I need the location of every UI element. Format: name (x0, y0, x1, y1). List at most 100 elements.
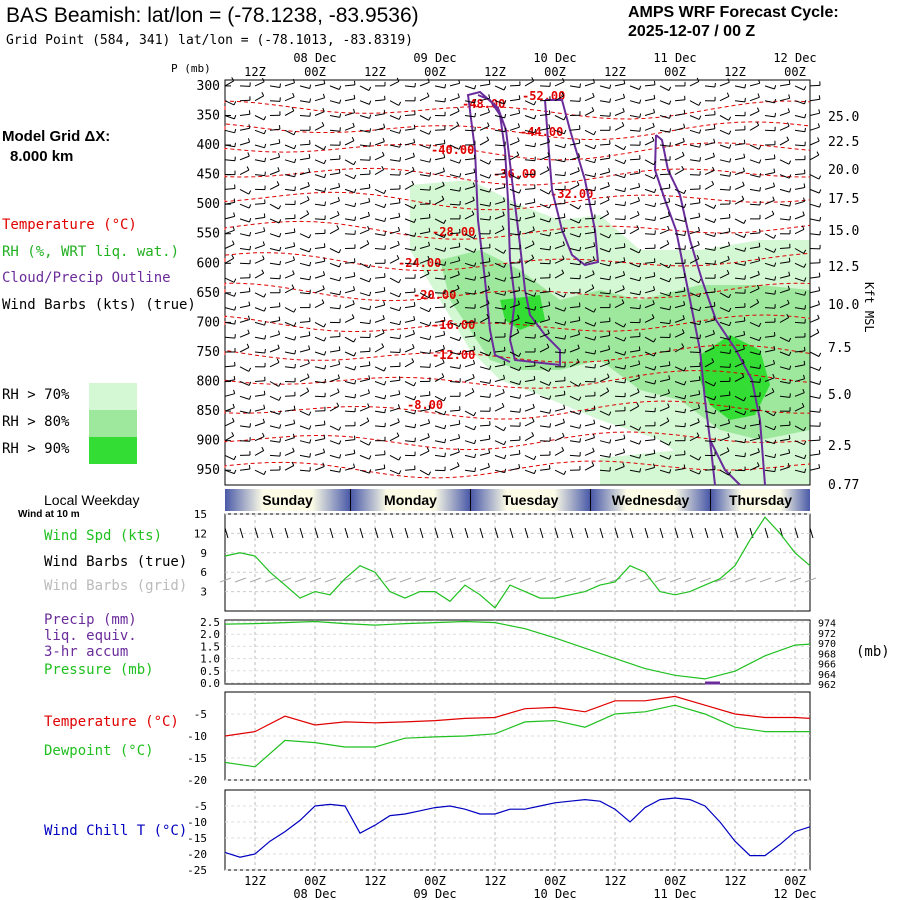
wind-barb-shaft (449, 451, 460, 456)
surface-barb-true (659, 527, 664, 539)
wind-barb-flag (246, 343, 250, 348)
wind-barb-flag (608, 425, 612, 430)
wind-barb-flag (579, 83, 581, 88)
wind-barb-shaft (374, 454, 386, 456)
wind-barb-flag (561, 446, 565, 451)
wind-barb-shaft (434, 376, 445, 382)
wind-barb-shaft (314, 125, 325, 131)
wind-ytick: 15 (194, 508, 207, 521)
surface-barb-grid (564, 577, 577, 583)
wind-barb-flag (714, 423, 717, 428)
wind-barb-flag (759, 350, 762, 355)
wind-barb-shaft (599, 213, 609, 220)
wind-barb-shaft (344, 303, 355, 309)
wind-barb-flag (412, 330, 415, 335)
wind-barb-shaft (629, 405, 639, 412)
wind-barb-shaft (554, 307, 565, 312)
wind-barb-flag (728, 130, 732, 135)
wind-barb-shaft (509, 318, 520, 323)
wind-barb-flag (444, 275, 446, 280)
wind-barb-shaft (329, 405, 339, 412)
wind-barb-flag (249, 231, 252, 237)
wind-barb-flag (714, 437, 716, 442)
wind-barb-shaft (344, 140, 355, 146)
surface-barb-grid (339, 577, 352, 583)
wind-barb-shaft (569, 306, 580, 309)
wind-barb-shaft (614, 366, 625, 370)
wind-barb-flag (443, 410, 447, 415)
wind-barb-flag (744, 452, 746, 457)
surface-barb-grid (399, 577, 412, 583)
wind-barb-flag (368, 264, 372, 269)
wind-barb-shaft (569, 218, 580, 224)
wind-barb-shaft (359, 262, 370, 269)
wind-barb-shaft (254, 422, 265, 427)
wind-barb-shaft (524, 277, 535, 283)
wind-barb-shaft (554, 394, 565, 397)
wind-barb-shaft (449, 302, 459, 309)
wind-barb-shaft (224, 229, 235, 235)
wind-barb-shaft (434, 440, 445, 444)
wind-barb-flag (487, 122, 490, 127)
wind-barb-flag (532, 403, 535, 408)
wind-barb-flag (353, 338, 357, 343)
wind-barb-shaft (569, 203, 579, 210)
wind-barb-flag (531, 254, 535, 259)
wind-barb-shaft (299, 143, 311, 146)
wind-barb-flag (308, 234, 312, 239)
wind-barb-shaft (719, 292, 729, 299)
wind-barb-shaft (419, 436, 430, 442)
wind-barb-shaft (569, 410, 580, 415)
wind-barb-flag (443, 233, 447, 238)
wind-barb-shaft (299, 199, 310, 205)
wind-barb-flag (638, 440, 642, 445)
wind-barb-shaft (314, 111, 325, 116)
wind-barb-flag (803, 263, 807, 268)
wind-barb-shaft (254, 216, 265, 220)
wind-barb-flag (728, 471, 732, 476)
wind-barb-flag (504, 100, 507, 105)
wind-barb-shaft (749, 336, 760, 342)
wind-barb-shaft (719, 159, 730, 163)
wind-barb-shaft (314, 395, 326, 398)
wind-barb-flag (818, 95, 821, 100)
wind-barb-flag (728, 241, 731, 246)
wind-barb-flag (608, 331, 611, 336)
wind-barb-shaft (329, 454, 340, 459)
wind-barb-flag (456, 298, 460, 303)
wind-barb-flag (457, 93, 460, 98)
wind-barb-shaft (779, 351, 790, 357)
wind-barb-shaft (614, 260, 625, 264)
wind-barb-shaft (644, 381, 655, 385)
wind-barb-flag (337, 196, 340, 202)
wind-barb-flag (248, 381, 252, 386)
wind-barb-shaft (569, 100, 581, 102)
wind-barb-flag (338, 85, 342, 90)
wind-barb-flag (533, 212, 536, 217)
wind-barb-shaft (494, 228, 505, 235)
wind-barb-shaft (359, 469, 370, 474)
wind-barb-flag (744, 261, 747, 266)
wind-barb-shaft (524, 407, 535, 412)
wind-barb-flag (293, 322, 297, 327)
wind-barb-flag (804, 113, 807, 119)
wind-barb-flag (309, 439, 312, 444)
wind-barb-flag (323, 145, 327, 150)
wind-barb-flag (698, 292, 702, 297)
wind-barb-shaft (569, 128, 580, 131)
wind-barb-shaft (494, 144, 506, 147)
temperature-contour (224, 370, 811, 389)
wind-barb-flag (713, 138, 716, 143)
wind-barb-shaft (404, 114, 416, 116)
wind-barb-flag (624, 364, 627, 370)
top-hour-tick: 00Z (424, 65, 446, 79)
rh-fill-region (410, 180, 810, 485)
wind-barb-shaft (434, 362, 445, 368)
wind-barb-shaft (344, 261, 355, 264)
wind-barb-flag (354, 379, 357, 385)
wind-barb-flag (306, 210, 310, 215)
wind-barb-flag (653, 463, 656, 468)
wind-barb-flag (608, 345, 611, 350)
wind-barb-shaft (764, 213, 775, 220)
wind-barb-shaft (749, 351, 760, 356)
